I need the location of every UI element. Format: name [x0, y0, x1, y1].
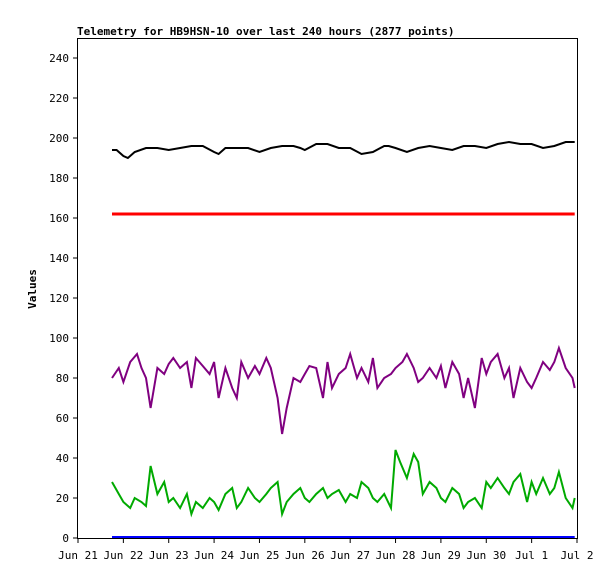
y-tick-label: 240 [49, 52, 69, 65]
y-tick-label: 20 [56, 492, 69, 505]
x-tick-label: Jun 29 [421, 549, 461, 562]
series-line-0 [112, 140, 575, 160]
x-axis: Jun 21 Jun 22 Jun 23 Jun 24 Jun 25 Jun 26 Jun … [58, 538, 594, 562]
x-tick-label: Jun 27 [330, 549, 370, 562]
x-tick-label: Jun 26 [285, 549, 325, 562]
y-tick-label: 160 [49, 212, 69, 225]
series-line-3 [111, 449, 576, 518]
y-tick-label: 100 [49, 332, 69, 345]
y-tick-label: 120 [49, 292, 69, 305]
x-tick-label: Jun 28 [376, 549, 416, 562]
series-group [111, 140, 576, 538]
y-tick-label: 220 [49, 92, 69, 105]
y-axis: 0 20 40 60 80 100 120 140 160 180 200 220 240 [49, 52, 78, 545]
y-tick-label: 200 [49, 132, 69, 145]
y-tick-label: 80 [56, 372, 69, 385]
x-tick-label: Jul 1 [515, 549, 548, 562]
plot-area [77, 38, 578, 539]
x-tick-label: Jun 21 [58, 549, 98, 562]
y-tick-label: 40 [56, 452, 69, 465]
series-line-2 [111, 344, 576, 435]
x-tick-label: Jun 22 [103, 549, 143, 562]
x-tick-label: Jun 25 [240, 549, 280, 562]
x-tick-label: Jul 2 [560, 549, 593, 562]
x-tick-label: Jun 23 [149, 549, 189, 562]
x-tick-label: Jun 24 [194, 549, 234, 562]
y-tick-label: 180 [49, 172, 69, 185]
x-tick-label: Jun 30 [466, 549, 506, 562]
y-tick-label: 0 [62, 532, 69, 545]
y-tick-label: 60 [56, 412, 69, 425]
chart-title: Telemetry for HB9HSN-10 over last 240 ho… [77, 25, 455, 38]
y-tick-label: 140 [49, 252, 69, 265]
y-axis-label: Values [26, 269, 39, 309]
